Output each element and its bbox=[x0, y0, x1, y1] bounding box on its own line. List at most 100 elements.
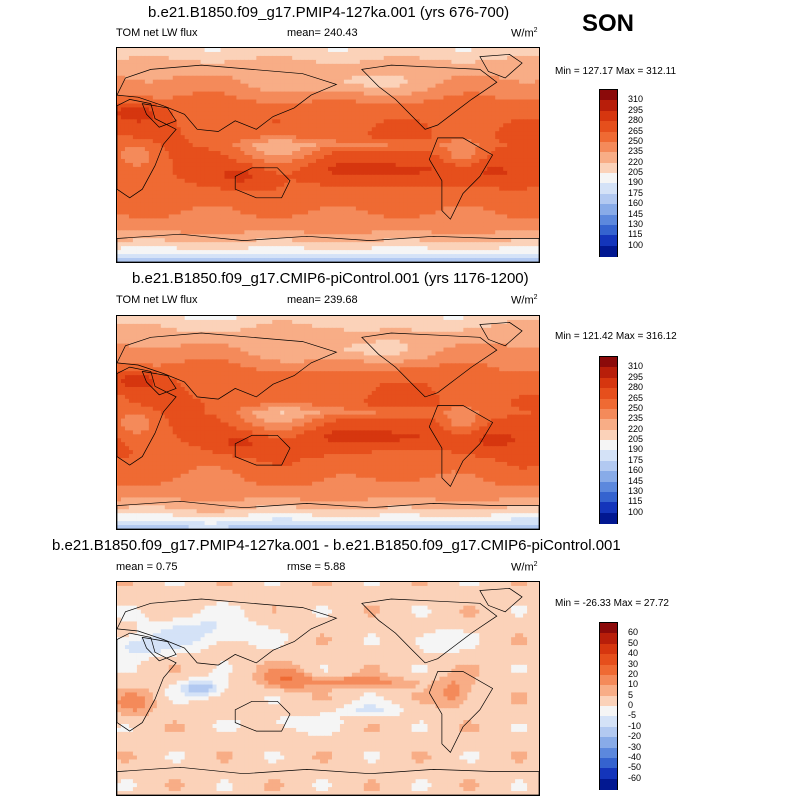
map-cell bbox=[415, 83, 421, 89]
map-cell bbox=[128, 198, 134, 204]
map-cell bbox=[443, 67, 449, 73]
map-cell bbox=[172, 230, 178, 235]
map-cell bbox=[371, 75, 377, 81]
map-cell bbox=[387, 170, 393, 176]
map-cell bbox=[236, 99, 242, 105]
map-cell bbox=[132, 75, 138, 81]
map-cell bbox=[439, 147, 445, 152]
map-cell bbox=[192, 174, 198, 180]
map-cell bbox=[140, 131, 146, 136]
map-cell bbox=[435, 182, 441, 188]
map-cell bbox=[240, 222, 245, 227]
map-cell bbox=[463, 87, 468, 93]
map-cell bbox=[312, 87, 317, 93]
map-cell bbox=[324, 83, 329, 89]
map-cell bbox=[228, 75, 234, 81]
map-cell bbox=[343, 166, 349, 172]
map-cell bbox=[184, 151, 190, 156]
map-cell bbox=[483, 218, 488, 223]
map-cell bbox=[499, 214, 504, 219]
map-cell bbox=[248, 143, 253, 148]
map-cell bbox=[320, 206, 325, 212]
map-cell bbox=[439, 55, 445, 61]
map-cell bbox=[375, 107, 381, 112]
map-cell bbox=[188, 143, 194, 148]
map-cell bbox=[423, 170, 429, 176]
map-cell bbox=[411, 198, 417, 204]
map-cell bbox=[395, 67, 401, 73]
map-cell bbox=[156, 174, 162, 180]
map-cell bbox=[268, 151, 273, 156]
map-cell bbox=[256, 147, 261, 152]
map-cell bbox=[216, 51, 222, 57]
map-cell bbox=[527, 95, 532, 101]
map-cell bbox=[335, 51, 341, 57]
map-cell bbox=[284, 87, 289, 93]
map-cell bbox=[515, 59, 520, 65]
map-cell bbox=[232, 51, 238, 57]
map-cell bbox=[387, 158, 393, 164]
map-cell bbox=[117, 166, 122, 172]
map-cell bbox=[244, 202, 249, 208]
map-cell bbox=[296, 230, 301, 235]
map-cell bbox=[351, 166, 357, 172]
map-cell bbox=[240, 166, 245, 172]
map-cell bbox=[156, 127, 162, 132]
map-cell bbox=[328, 111, 333, 116]
map-cell bbox=[316, 151, 321, 156]
map-cell bbox=[403, 166, 409, 172]
map-cell bbox=[475, 55, 480, 61]
map-cell bbox=[117, 75, 122, 81]
map-cell bbox=[535, 151, 539, 156]
map-cell bbox=[120, 155, 126, 160]
map-cell bbox=[144, 111, 150, 116]
map-cell bbox=[331, 75, 337, 81]
map-cell bbox=[351, 202, 357, 208]
map-cell bbox=[152, 91, 158, 97]
map-cell bbox=[351, 170, 357, 176]
map-cell bbox=[288, 198, 293, 204]
map-cell bbox=[351, 75, 357, 81]
map-cell bbox=[339, 218, 345, 223]
map-cell bbox=[519, 226, 524, 231]
map-cell bbox=[292, 210, 297, 216]
map-cell bbox=[160, 230, 166, 235]
map-cell bbox=[443, 119, 449, 124]
map-cell bbox=[284, 91, 289, 97]
map-cell bbox=[519, 174, 524, 180]
map-cell bbox=[124, 190, 130, 196]
map-cell bbox=[355, 190, 361, 196]
map-cell bbox=[164, 99, 170, 105]
map-cell bbox=[228, 71, 234, 77]
map-cell bbox=[156, 95, 162, 101]
map-cell bbox=[447, 55, 453, 61]
map-cell bbox=[120, 186, 126, 192]
map-cell bbox=[180, 139, 186, 144]
map-cell bbox=[375, 103, 381, 109]
map-cell bbox=[117, 222, 122, 227]
map-cell bbox=[351, 162, 357, 168]
map-cell bbox=[156, 55, 162, 61]
map-cell bbox=[316, 123, 321, 128]
map-cell bbox=[264, 95, 269, 101]
map-cell bbox=[391, 99, 397, 105]
map-cell bbox=[264, 230, 269, 235]
map-cell bbox=[224, 147, 230, 152]
map-cell bbox=[240, 131, 245, 136]
map-cell bbox=[487, 79, 492, 85]
map-cell bbox=[148, 194, 154, 200]
map-cell bbox=[507, 79, 512, 85]
map-cell bbox=[308, 111, 313, 116]
map-cell bbox=[176, 119, 182, 124]
map-cell bbox=[260, 178, 265, 184]
map-cell bbox=[192, 218, 198, 223]
map-cell bbox=[431, 135, 437, 140]
map-cell bbox=[180, 222, 186, 227]
map-cell bbox=[280, 135, 285, 140]
map-cell bbox=[331, 135, 337, 140]
map-cell bbox=[176, 127, 182, 132]
map-cell bbox=[387, 162, 393, 168]
map-cell bbox=[168, 155, 174, 160]
map-cell bbox=[527, 198, 532, 204]
map-cell bbox=[136, 230, 142, 235]
